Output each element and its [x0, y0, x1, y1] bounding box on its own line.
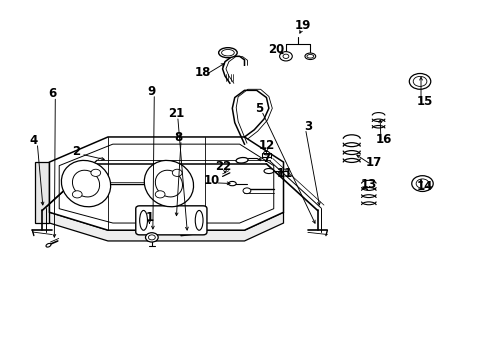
Circle shape [145, 233, 158, 242]
Text: 21: 21 [168, 107, 184, 120]
Circle shape [279, 51, 292, 61]
Text: 1: 1 [145, 211, 153, 224]
FancyBboxPatch shape [136, 206, 206, 235]
Text: 8: 8 [174, 131, 183, 144]
Circle shape [155, 191, 164, 198]
Text: 22: 22 [215, 160, 231, 173]
Text: 5: 5 [254, 102, 263, 115]
Ellipse shape [264, 168, 273, 174]
Ellipse shape [140, 211, 147, 230]
Ellipse shape [155, 170, 182, 197]
Text: 20: 20 [267, 42, 284, 55]
Circle shape [408, 73, 430, 89]
Circle shape [411, 176, 432, 192]
Ellipse shape [144, 161, 193, 207]
Text: 9: 9 [147, 85, 156, 98]
Text: 6: 6 [48, 87, 56, 100]
Text: 14: 14 [416, 180, 432, 193]
Circle shape [72, 191, 82, 198]
Ellipse shape [236, 158, 247, 163]
Text: 15: 15 [416, 95, 432, 108]
Text: 7: 7 [262, 152, 270, 165]
Ellipse shape [221, 49, 234, 56]
Ellipse shape [61, 161, 110, 207]
Polygon shape [35, 162, 49, 223]
Ellipse shape [263, 151, 269, 155]
Text: 17: 17 [365, 156, 381, 168]
Ellipse shape [305, 53, 315, 59]
Text: 19: 19 [294, 19, 310, 32]
Circle shape [91, 169, 101, 176]
Ellipse shape [218, 48, 237, 58]
Text: 16: 16 [374, 133, 391, 146]
Text: 18: 18 [194, 66, 211, 79]
Text: 13: 13 [360, 178, 376, 191]
Ellipse shape [72, 170, 100, 197]
Text: 4: 4 [30, 134, 38, 147]
Circle shape [172, 169, 182, 176]
Text: 10: 10 [203, 174, 219, 187]
Circle shape [243, 188, 250, 194]
Ellipse shape [195, 211, 203, 230]
Ellipse shape [228, 181, 236, 186]
Ellipse shape [46, 243, 51, 247]
Polygon shape [49, 137, 283, 230]
Polygon shape [49, 212, 283, 241]
Text: 11: 11 [276, 167, 292, 180]
Text: 3: 3 [303, 120, 311, 133]
Text: 12: 12 [258, 139, 274, 152]
Text: 2: 2 [72, 145, 80, 158]
